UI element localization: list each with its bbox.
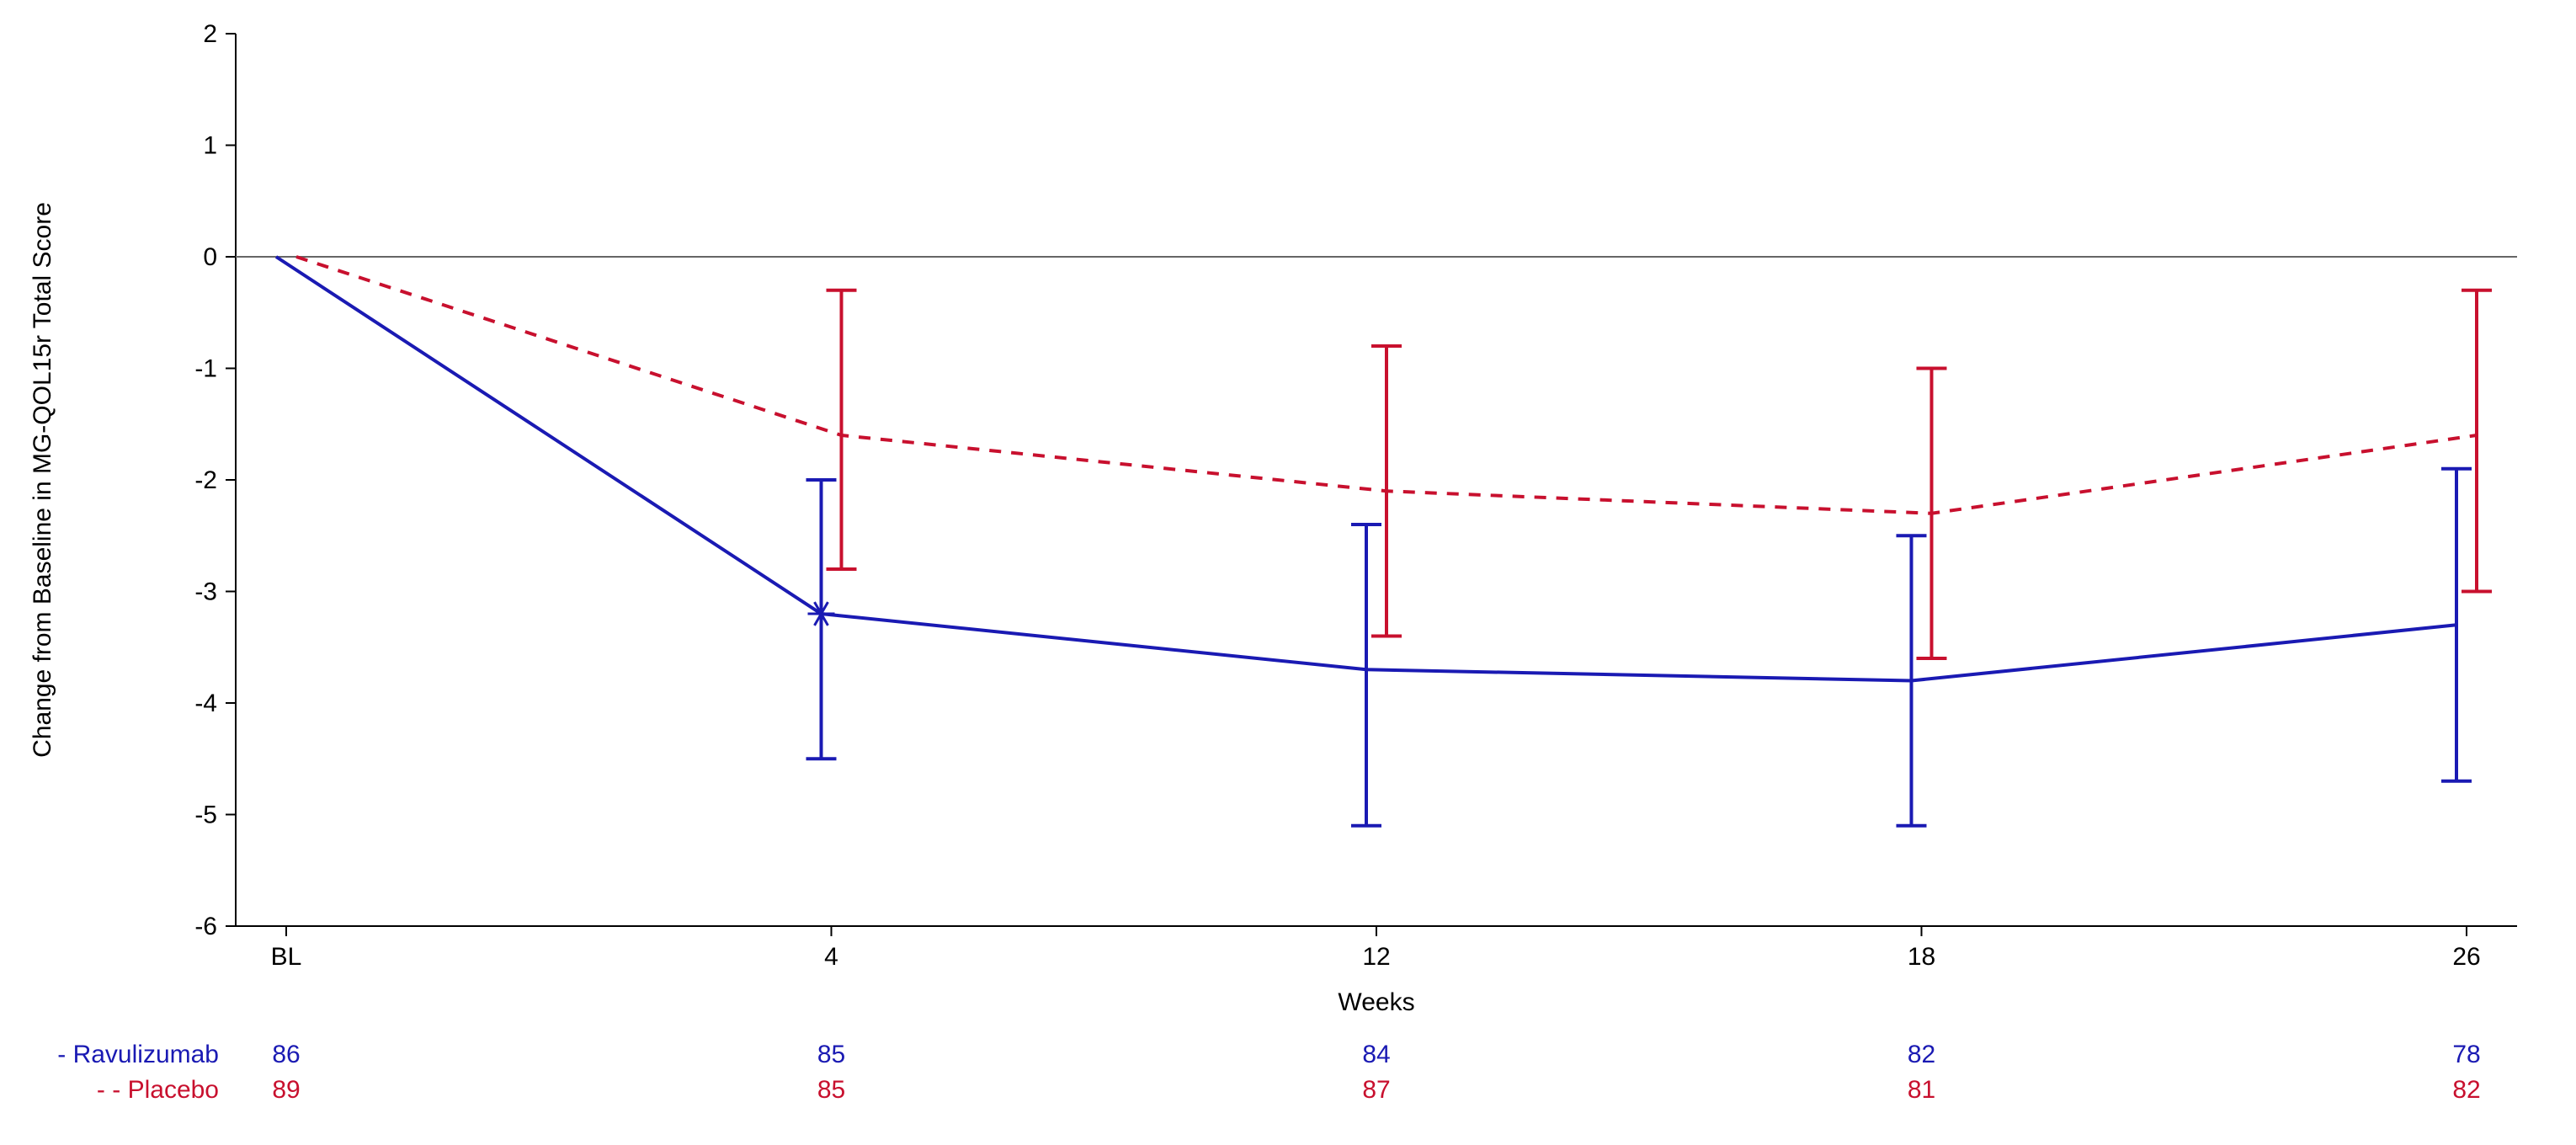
- count-value: 84: [1362, 1041, 1390, 1068]
- x-tick-label: 4: [824, 943, 838, 971]
- y-tick-label: -1: [194, 355, 217, 383]
- count-value: 89: [272, 1076, 300, 1104]
- y-tick-label: -3: [194, 578, 217, 606]
- y-tick-label: 0: [203, 243, 217, 271]
- chart-svg: -6-5-4-3-2-1012BL4121826Change from Base…: [0, 0, 2576, 1145]
- x-tick-label: 12: [1362, 943, 1390, 971]
- y-tick-label: -2: [194, 466, 217, 494]
- y-tick-label: -6: [194, 913, 217, 940]
- x-axis-label: Weeks: [1338, 988, 1414, 1016]
- count-value: 78: [2452, 1041, 2480, 1068]
- y-axis-label: Change from Baseline in MG-QOL15r Total …: [29, 202, 56, 758]
- x-tick-label: BL: [271, 943, 302, 971]
- chart-background: [0, 0, 2576, 1145]
- count-value: 82: [2452, 1076, 2480, 1104]
- count-value: 87: [1362, 1076, 1390, 1104]
- x-tick-label: 18: [1908, 943, 1935, 971]
- count-value: 81: [1908, 1076, 1935, 1104]
- count-value: 85: [817, 1076, 845, 1104]
- count-value: 85: [817, 1041, 845, 1068]
- y-tick-label: 2: [203, 20, 217, 48]
- y-tick-label: -4: [194, 690, 217, 717]
- count-value: 82: [1908, 1041, 1935, 1068]
- y-tick-label: -5: [194, 802, 217, 829]
- chart-container: -6-5-4-3-2-1012BL4121826Change from Base…: [0, 0, 2576, 1145]
- y-tick-label: 1: [203, 132, 217, 160]
- count-value: 86: [272, 1041, 300, 1068]
- legend-placebo: - - Placebo: [97, 1076, 219, 1104]
- x-tick-label: 26: [2452, 943, 2480, 971]
- legend-ravulizumab: - Ravulizumab: [57, 1041, 219, 1068]
